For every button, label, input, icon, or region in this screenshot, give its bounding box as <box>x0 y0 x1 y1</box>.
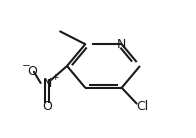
Text: N: N <box>117 38 126 51</box>
Text: O: O <box>42 99 52 112</box>
Text: N: N <box>42 77 52 90</box>
Text: Cl: Cl <box>136 100 149 113</box>
Text: +: + <box>51 73 59 82</box>
Text: −: − <box>22 61 31 71</box>
Text: O: O <box>27 65 37 78</box>
